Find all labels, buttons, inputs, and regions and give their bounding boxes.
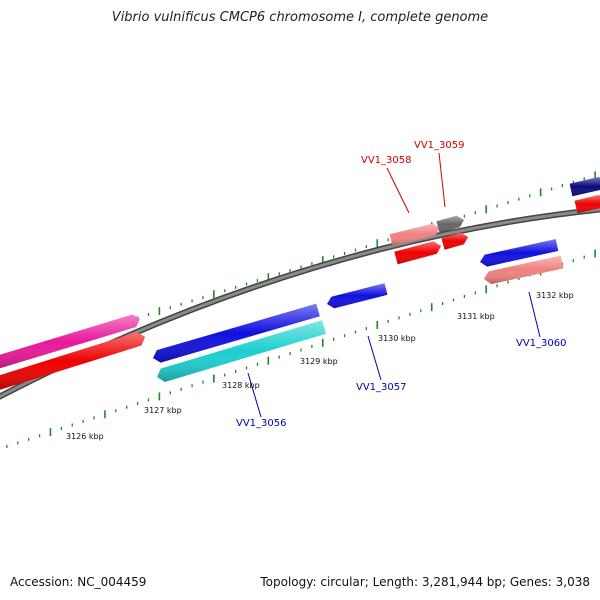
blue-reverse-gene-3060-shading bbox=[480, 239, 559, 267]
blue-reverse-gene-3056-shading bbox=[153, 303, 320, 363]
gene-label-vv1-3058: VV1_3058 bbox=[361, 155, 412, 166]
genome-summary-text: Topology: circular; Length: 3,281,944 bp… bbox=[260, 575, 590, 589]
leader-vv1-3057 bbox=[367, 335, 382, 381]
blue-reverse-gene-3057 bbox=[327, 283, 388, 309]
pink-reverse-cds-3060 bbox=[484, 255, 564, 285]
leader-vv1-3056 bbox=[247, 372, 262, 418]
scale-labels: 3126 kbp 3127 kbp 3128 kbp 3129 kbp 3130… bbox=[66, 291, 574, 441]
red-forward-cds-edge-shading bbox=[574, 195, 600, 214]
blue-reverse-gene-3060 bbox=[480, 239, 559, 267]
cyan-reverse-cds-3056-shading bbox=[157, 320, 326, 382]
gene-label-vv1-3059: VV1_3059 bbox=[414, 140, 465, 151]
map-title: Vibrio vulnificus CMCP6 chromosome I, co… bbox=[111, 10, 489, 25]
red-forward-cds-3058-shading bbox=[394, 241, 441, 265]
blue-reverse-gene-3056 bbox=[153, 303, 320, 363]
magenta-forward-gene bbox=[0, 314, 140, 369]
leader-vv1-3058 bbox=[386, 167, 410, 214]
red-forward-cds-3059 bbox=[441, 232, 468, 250]
accession-text: Accession: NC_004459 bbox=[10, 575, 147, 589]
blue-reverse-gene-3057-shading bbox=[327, 283, 388, 309]
magenta-forward-gene-shading bbox=[0, 314, 140, 369]
genome-backbone-highlight bbox=[0, 208, 600, 399]
genome-backbone bbox=[0, 206, 600, 400]
gene-labels: VV1_3058 VV1_3059 VV1_3056 VV1_3057 VV1_… bbox=[236, 140, 567, 429]
navy-forward-gene-edge bbox=[569, 177, 600, 197]
scale-label-3127: 3127 kbp bbox=[144, 406, 182, 415]
gene-label-vv1-3057: VV1_3057 bbox=[356, 382, 407, 393]
navy-forward-gene-edge-shading bbox=[569, 177, 600, 197]
scale-label-3132: 3132 kbp bbox=[536, 291, 574, 300]
scale-label-3126: 3126 kbp bbox=[66, 432, 104, 441]
leader-vv1-3060 bbox=[528, 291, 541, 338]
scale-label-3128: 3128 kbp bbox=[222, 381, 260, 390]
pink-reverse-cds-3060-shading bbox=[484, 255, 564, 285]
gene-features bbox=[0, 177, 600, 390]
grey-forward-gene-3059-shading bbox=[436, 215, 464, 233]
scale-label-3130: 3130 kbp bbox=[378, 334, 416, 343]
gene-label-vv1-3056: VV1_3056 bbox=[236, 418, 287, 429]
pink-forward-gene-3058 bbox=[389, 223, 440, 246]
gene-label-vv1-3060: VV1_3060 bbox=[516, 338, 567, 349]
red-forward-cds-1 bbox=[0, 332, 145, 390]
pink-forward-gene-3058-shading bbox=[389, 223, 440, 246]
scale-label-3129: 3129 kbp bbox=[300, 357, 338, 366]
red-forward-cds-edge bbox=[574, 195, 600, 214]
red-forward-cds-3059-shading bbox=[441, 232, 468, 250]
red-forward-cds-3058 bbox=[394, 241, 441, 265]
red-forward-cds-1-shading bbox=[0, 332, 145, 390]
scale-label-3131: 3131 kbp bbox=[457, 312, 495, 321]
label-leaders bbox=[247, 152, 541, 418]
cyan-reverse-cds-3056 bbox=[157, 320, 326, 382]
leader-vv1-3059 bbox=[438, 152, 446, 208]
grey-forward-gene-3059 bbox=[436, 215, 464, 233]
